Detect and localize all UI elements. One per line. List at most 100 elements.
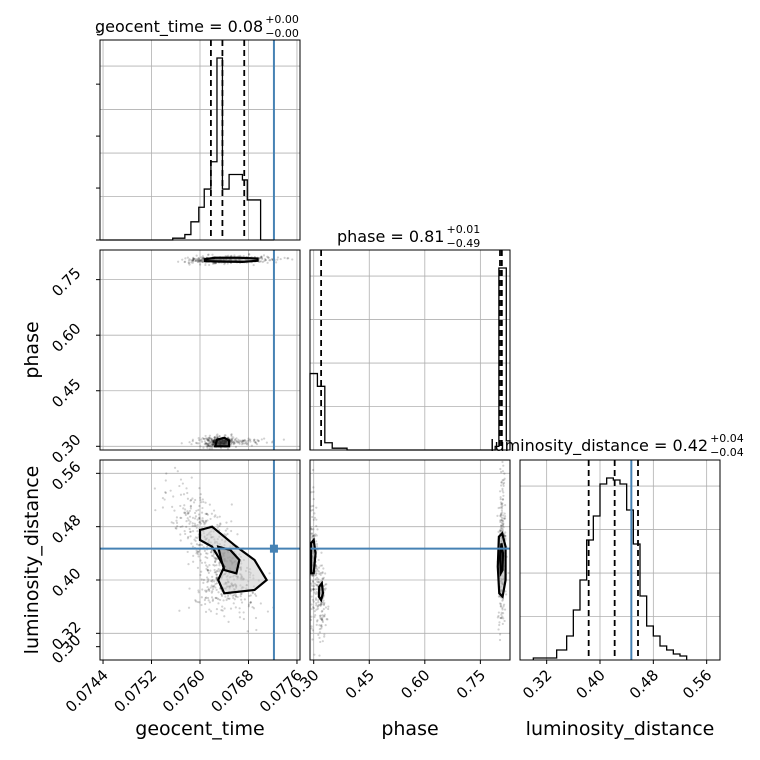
sample-point [212, 440, 216, 444]
sample-point [186, 517, 189, 520]
sample-point [310, 588, 313, 591]
sample-point [313, 610, 316, 613]
sample-point [229, 607, 233, 610]
sample-point [498, 490, 502, 493]
sample-point [501, 608, 504, 611]
sample-point [206, 556, 209, 560]
sample-point [189, 507, 192, 510]
sample-point [215, 612, 218, 615]
sample-point [210, 584, 213, 587]
sample-point [266, 255, 269, 258]
sample-point [231, 594, 234, 597]
sample-point [233, 438, 237, 442]
sample-point [313, 582, 316, 585]
sample-point [200, 259, 203, 262]
sample-point [249, 440, 252, 443]
sample-point [209, 586, 212, 589]
sample-point [504, 531, 507, 534]
sample-point [226, 447, 230, 450]
sample-point [502, 514, 505, 517]
sample-point [210, 437, 213, 440]
sample-point [213, 262, 216, 265]
sample-point [246, 443, 249, 446]
sample-point [218, 524, 221, 528]
sample-point [504, 537, 507, 540]
sample-point [324, 624, 327, 627]
sample-point [224, 255, 227, 258]
sample-point [319, 614, 322, 617]
sample-point [192, 501, 196, 504]
sample-point [310, 584, 314, 587]
sample-point [189, 520, 192, 523]
sample-point [311, 468, 315, 472]
sample-point [192, 257, 195, 260]
sample-point [320, 564, 324, 567]
sample-point [310, 505, 313, 508]
sample-point [182, 507, 185, 510]
sample-point [197, 550, 201, 553]
sample-point [191, 530, 195, 533]
x-tick-label: 0.0768 [207, 666, 257, 716]
sample-point [501, 598, 505, 601]
sample-point [205, 445, 209, 448]
sample-point [316, 605, 319, 608]
sample-point [198, 516, 201, 519]
sample-point [214, 560, 217, 563]
sample-point [206, 585, 209, 589]
sample-point [211, 578, 214, 582]
sample-point [310, 603, 313, 606]
sample-point [238, 442, 241, 445]
sample-point [314, 592, 317, 596]
density-contour [317, 580, 325, 603]
sample-point [315, 602, 318, 605]
sample-point [161, 506, 165, 509]
sample-point [315, 604, 318, 607]
sample-point [236, 441, 239, 444]
sample-point [312, 588, 315, 591]
sample-point [187, 562, 190, 566]
sample-point [317, 580, 321, 584]
sample-point [196, 518, 199, 521]
sample-point [322, 615, 325, 618]
sample-point [206, 552, 209, 555]
sample-point [313, 574, 316, 577]
sample-point [179, 516, 182, 519]
sample-point [240, 598, 243, 601]
sample-point [313, 533, 316, 537]
sample-point [315, 545, 319, 548]
sample-point [318, 624, 321, 627]
sample-point [501, 524, 504, 527]
sample-point [201, 519, 205, 522]
sample-point [191, 516, 195, 519]
sample-point [252, 263, 255, 267]
sample-point [312, 607, 315, 610]
sample-point [194, 600, 198, 603]
sample-point [214, 596, 217, 600]
sample-point [176, 470, 179, 473]
sample-point [318, 631, 321, 634]
sample-point [310, 625, 313, 628]
sample-point [500, 518, 503, 522]
sample-point [249, 601, 252, 604]
sample-point [264, 257, 267, 261]
sample-point [312, 490, 315, 493]
sample-point [500, 527, 504, 530]
sample-point [497, 595, 501, 598]
sample-point [229, 439, 232, 443]
sample-point [246, 441, 249, 445]
sample-point [211, 575, 214, 578]
sample-point [196, 442, 199, 445]
sample-point [196, 259, 200, 262]
sample-point [317, 600, 320, 604]
sample-point [214, 557, 217, 560]
sample-point [320, 627, 323, 630]
sample-point [197, 591, 200, 594]
sample-point [212, 440, 215, 443]
sample-point [192, 554, 195, 557]
sample-point [501, 460, 504, 464]
sample-point [188, 258, 191, 261]
sample-point [501, 470, 505, 473]
sample-point [316, 528, 319, 531]
sample-point [507, 571, 510, 575]
